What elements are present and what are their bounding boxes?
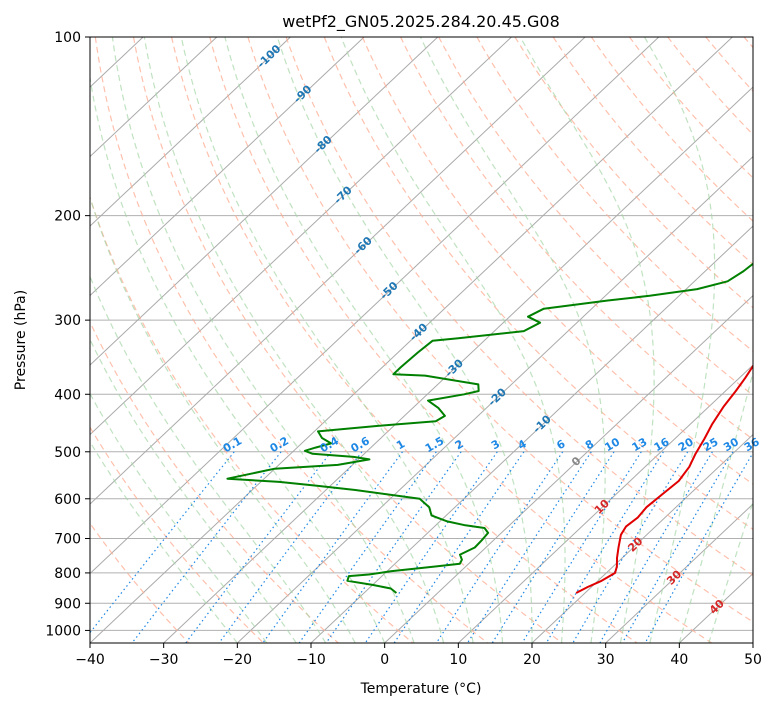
dry-adiabat bbox=[514, 37, 753, 309]
moist-adiabat bbox=[678, 369, 753, 643]
mixing-ratio-line bbox=[298, 451, 437, 643]
isotherm-line bbox=[90, 37, 365, 297]
y-tick-label: 600 bbox=[54, 492, 81, 508]
moist-adiabat bbox=[90, 195, 356, 643]
mixing-ratio-line bbox=[599, 451, 713, 643]
y-axis-label: Pressure (hPa) bbox=[13, 290, 29, 390]
y-tick-label: 700 bbox=[54, 532, 81, 548]
moist-adiabat bbox=[180, 37, 474, 643]
dry-adiabat bbox=[285, 37, 753, 577]
isotherm-line bbox=[90, 37, 439, 366]
x-tick-label: −40 bbox=[75, 652, 105, 668]
moist-adiabat bbox=[90, 440, 238, 643]
moist-adiabat bbox=[708, 499, 753, 643]
x-tick-label: 0 bbox=[380, 652, 389, 668]
isotherm-line bbox=[90, 37, 512, 436]
isotherm-line bbox=[90, 37, 586, 505]
dry-adiabat bbox=[90, 320, 339, 643]
dry-adiabat bbox=[209, 37, 713, 643]
mixing-ratio-line bbox=[644, 451, 753, 643]
dry-adiabat bbox=[90, 426, 264, 643]
isotherm-line bbox=[457, 364, 753, 643]
x-tick-label: 20 bbox=[523, 652, 541, 668]
moist-adiabat bbox=[111, 37, 415, 643]
background-lines bbox=[90, 37, 753, 643]
dry-adiabat bbox=[361, 37, 753, 485]
isotherm-line bbox=[90, 37, 291, 227]
dry-adiabat bbox=[323, 37, 753, 531]
x-tick-label: 30 bbox=[597, 652, 615, 668]
dry-adiabat bbox=[171, 37, 638, 643]
x-tick-label: 10 bbox=[449, 652, 467, 668]
dry-adiabat bbox=[90, 522, 190, 643]
temperature-profile bbox=[575, 364, 753, 594]
y-tick-label: 1000 bbox=[45, 623, 81, 639]
moist-adiabat bbox=[419, 37, 606, 643]
isotherm-line bbox=[90, 37, 660, 575]
plot-frame bbox=[89, 36, 754, 644]
mixing-ratio-line bbox=[218, 451, 363, 643]
isotherm-line bbox=[384, 294, 753, 643]
isotherm-line bbox=[90, 37, 218, 158]
profile-series bbox=[226, 262, 753, 594]
y-tick-label: 400 bbox=[54, 387, 81, 403]
isotherm-line bbox=[163, 86, 753, 643]
axes-ticks: −40 −30 −20 −10 0 10 20 30 40 50 100 200 300 400 500 60… bbox=[45, 30, 762, 668]
moist-adiabat bbox=[90, 392, 268, 643]
mixing-ratio-line bbox=[131, 451, 282, 643]
dry-adiabat bbox=[476, 37, 753, 352]
mixing-ratio-line bbox=[572, 451, 689, 643]
dry-adiabat bbox=[94, 37, 488, 643]
y-tick-label: 300 bbox=[54, 313, 81, 329]
mixing-ratio-line bbox=[521, 451, 642, 643]
mixing-ratio-line bbox=[545, 451, 664, 643]
mixing-ratio-line bbox=[90, 451, 235, 634]
moist-adiabat bbox=[276, 37, 533, 643]
x-tick-label: −10 bbox=[296, 652, 326, 668]
y-tick-label: 500 bbox=[54, 445, 81, 461]
moist-adiabat bbox=[90, 274, 327, 643]
y-tick-label: 800 bbox=[54, 566, 81, 582]
dewpoint-profile bbox=[226, 262, 753, 594]
isotherm-line bbox=[236, 155, 753, 643]
mixing-ratio-line bbox=[621, 451, 734, 643]
y-tick-label: 100 bbox=[54, 30, 81, 46]
mixing-ratio-line bbox=[466, 451, 592, 643]
moist-adiabat bbox=[643, 37, 716, 643]
dry-adiabat bbox=[132, 37, 563, 643]
dry-adiabat bbox=[247, 37, 753, 623]
isotherm-line bbox=[605, 503, 753, 643]
x-axis-label: Temperature (°C) bbox=[360, 681, 482, 697]
moist-adiabat bbox=[143, 37, 445, 643]
mixing-ratio-line bbox=[364, 451, 498, 643]
moist-adiabat bbox=[90, 74, 386, 643]
isotherm-line bbox=[90, 37, 733, 643]
moist-adiabat bbox=[340, 37, 566, 643]
moist-adiabat bbox=[224, 37, 504, 643]
mixing-ratio-line bbox=[325, 451, 462, 643]
moist-adiabat bbox=[519, 37, 655, 643]
x-tick-label: −20 bbox=[223, 652, 253, 668]
dry-adiabat bbox=[438, 37, 753, 396]
chart-title: wetPf2_GN05.2025.284.20.45.G08 bbox=[282, 12, 560, 32]
dry-adiabat bbox=[629, 37, 753, 179]
x-tick-label: 50 bbox=[744, 652, 762, 668]
x-tick-label: 40 bbox=[670, 652, 688, 668]
mixing-ratio-line bbox=[491, 451, 615, 643]
dry-adiabat bbox=[90, 195, 414, 643]
isotherm-line bbox=[531, 433, 753, 643]
moist-adiabat bbox=[90, 338, 297, 643]
x-tick-label: −30 bbox=[149, 652, 179, 668]
y-tick-label: 900 bbox=[54, 596, 81, 612]
dry-adiabat bbox=[400, 37, 753, 441]
y-tick-label: 200 bbox=[54, 209, 81, 225]
